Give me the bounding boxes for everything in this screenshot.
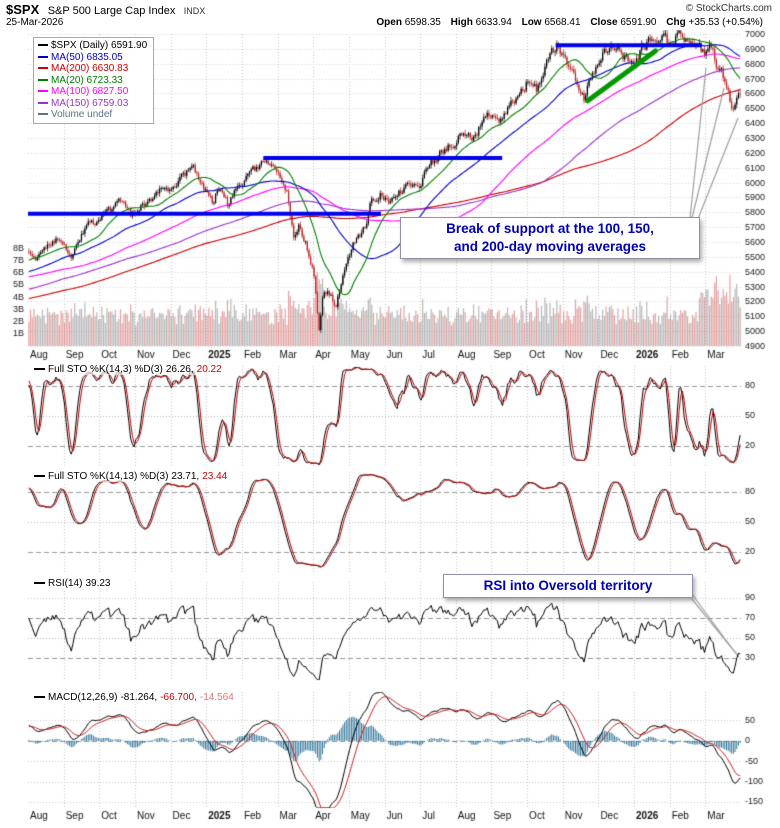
exchange-label: INDX: [183, 6, 206, 16]
legend-line-swatch-icon: [38, 78, 48, 81]
legend-line-swatch-icon: [38, 44, 48, 46]
legend-line-swatch-icon: [38, 101, 48, 104]
legend-item-label: MA(50) 6835.05: [51, 51, 123, 63]
rsi-label: RSI(14) 39.23: [34, 578, 111, 589]
sto-slow-d-value: 23.44: [202, 471, 228, 482]
macd-value: -81.264,: [120, 692, 158, 703]
open-value: 6598.35: [404, 17, 441, 28]
chart-date: 25-Mar-2026: [6, 17, 64, 28]
legend-item: MA(50) 6835.05: [38, 52, 147, 64]
macd-label: MACD(12,26,9) -81.264, -66.700, -14.564: [34, 692, 234, 703]
macd-name: MACD(12,26,9): [48, 692, 118, 703]
low-value: 6568.41: [544, 17, 581, 28]
chart-legend: $SPX (Daily) 6591.90 MA(50) 6835.05 MA(200…: [33, 37, 155, 124]
legend-item-label: MA(200) 6630.83: [51, 63, 129, 74]
chg-value: +35.53 (+0.54%): [688, 17, 764, 28]
quote-strip: Open 6598.35 High 6633.94 Low 6568.41 Cl…: [376, 17, 770, 28]
sto-fast-label: Full STO %K(14,3) %D(3) 26.26, 20.22: [34, 364, 222, 375]
legend-line-swatch-icon: [38, 90, 48, 92]
support-break-annotation: Break of support at the 100, 150, and 20…: [400, 217, 700, 260]
legend-item-label: Volume undef: [51, 109, 113, 120]
support-break-text-line2: and 200-day moving averages: [453, 239, 647, 255]
legend-item-label: $SPX (Daily) 6591.90: [51, 40, 148, 51]
high-label: High: [450, 17, 473, 28]
low-label: Low: [521, 17, 542, 28]
sto-slow-name: Full STO %K(14,13) %D(3): [48, 471, 169, 482]
close-label: Close: [590, 17, 618, 28]
rsi-line-icon: [34, 582, 45, 584]
copyright: © StockCharts.com: [685, 3, 772, 14]
legend-item: MA(150) 6759.03: [38, 98, 147, 110]
open-label: Open: [376, 17, 402, 28]
rsi-value: 39.23: [85, 578, 111, 589]
macd-line-icon: [34, 696, 45, 698]
symbol: $SPX: [6, 2, 40, 17]
rsi-oversold-annotation: RSI into Oversold territory: [443, 574, 693, 599]
support-break-text-line1: Break of support at the 100, 150,: [446, 221, 654, 236]
legend-item: MA(20) 6723.33: [38, 75, 147, 87]
index-name: S&P 500 Large Cap Index: [47, 5, 176, 17]
legend-item-label: MA(100) 6827.50: [51, 86, 129, 97]
close-value: 6591.90: [620, 17, 657, 28]
rsi-name: RSI(14): [48, 578, 83, 589]
macd-hist-value: -14.564: [199, 692, 234, 703]
high-value: 6633.94: [475, 17, 512, 28]
legend-item: MA(100) 6827.50: [38, 86, 147, 98]
legend-item-label: MA(20) 6723.33: [51, 74, 123, 86]
legend-line-swatch-icon: [38, 113, 48, 115]
chart-header: $SPX S&P 500 Large Cap Index INDX: [6, 1, 205, 19]
legend-item: Volume undef: [38, 109, 147, 121]
legend-item: MA(200) 6630.83: [38, 63, 147, 75]
sto-slow-k-value: 23.71,: [171, 471, 200, 482]
sto-fast-name: Full STO %K(14,3) %D(3): [48, 364, 163, 375]
legend-item-label: MA(150) 6759.03: [51, 97, 129, 109]
sto-slow-label: Full STO %K(14,13) %D(3) 23.71, 23.44: [34, 471, 228, 482]
sto-fast-k-value: 26.26,: [165, 364, 194, 375]
sto-slow-line-icon: [34, 475, 45, 477]
legend-line-swatch-icon: [38, 55, 48, 58]
legend-item: $SPX (Daily) 6591.90: [38, 40, 147, 52]
legend-line-swatch-icon: [38, 67, 48, 69]
sto-fast-d-value: 20.22: [196, 364, 222, 375]
price-and-indicators-canvas: [0, 30, 780, 828]
chg-label: Chg: [666, 17, 686, 28]
rsi-oversold-text: RSI into Oversold territory: [483, 578, 653, 593]
macd-signal-value: -66.700,: [160, 692, 197, 703]
sto-fast-line-icon: [34, 368, 45, 370]
